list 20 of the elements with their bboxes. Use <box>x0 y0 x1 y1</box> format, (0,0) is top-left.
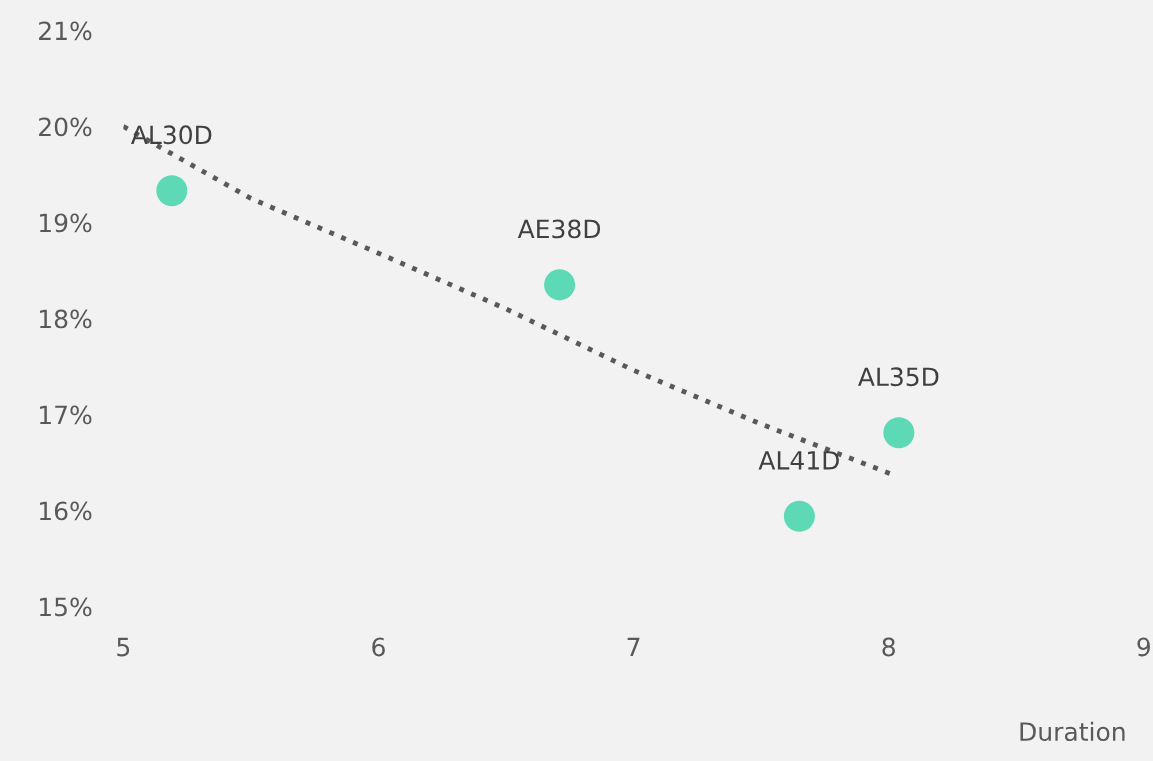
x-tick-label: 7 <box>627 637 640 657</box>
y-tick-label: 15% <box>40 597 92 617</box>
y-tick-label: 19% <box>40 213 92 233</box>
y-tick-label: 18% <box>40 309 92 329</box>
x-axis-title: Duration <box>1020 721 1125 742</box>
y-tick-label: 21% <box>39 21 92 41</box>
x-tick-label: 5 <box>117 637 130 657</box>
annotation: AE38D <box>517 219 601 239</box>
point <box>544 269 576 301</box>
y-tick-label: 17% <box>40 405 92 425</box>
annotation: AL41D <box>758 451 839 470</box>
point <box>156 175 188 207</box>
x-tick-label: 6 <box>372 637 385 657</box>
y-tick-label: 20% <box>39 117 92 137</box>
y-tick-label: 16% <box>40 501 92 521</box>
x-tick-label: 9 <box>1137 637 1150 657</box>
point <box>883 417 915 449</box>
x-tick-label: 8 <box>882 637 895 657</box>
point <box>783 500 815 532</box>
annotation: AL35D <box>858 367 939 387</box>
